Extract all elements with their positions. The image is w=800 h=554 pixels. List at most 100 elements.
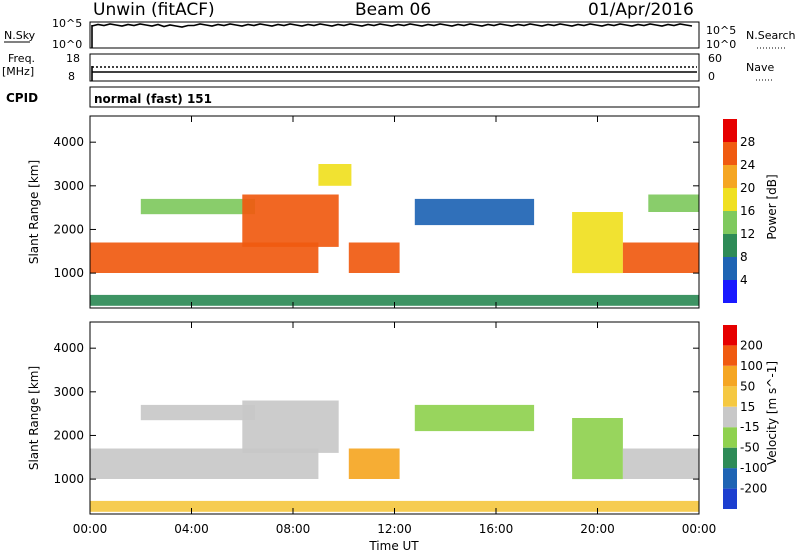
nsky-label: N.Sky bbox=[4, 29, 36, 42]
colorbar-swatch bbox=[723, 447, 737, 469]
freq-label-line2: [MHz] bbox=[2, 65, 34, 78]
scatter-region-1 bbox=[140, 198, 255, 215]
colorbar-swatch bbox=[723, 386, 737, 407]
nsky-line bbox=[91, 23, 693, 48]
date-title: 01/Apr/2016 bbox=[588, 0, 694, 20]
scatter-region-8 bbox=[648, 194, 700, 212]
colorbar-tick-label: 16 bbox=[740, 204, 755, 218]
colorbar-tick-label: 100 bbox=[740, 359, 763, 373]
colorbar-tick-label: -100 bbox=[740, 461, 767, 475]
colorbar-swatch bbox=[723, 427, 737, 448]
colorbar-tick-label: -15 bbox=[740, 420, 760, 434]
station-title: Unwin (fitACF) bbox=[93, 0, 215, 20]
velocity-y-ticks: 1000 2000 3000 4000 bbox=[53, 341, 699, 486]
time-xlabel: Time UT bbox=[368, 539, 419, 553]
colorbar-swatch bbox=[723, 234, 737, 257]
cpid-value: normal (fast) 151 bbox=[94, 92, 212, 106]
scatter-region-6 bbox=[572, 212, 623, 274]
scatter-region-2 bbox=[242, 400, 339, 453]
colorbar-swatch bbox=[723, 165, 737, 188]
colorbar-tick-label: -200 bbox=[740, 482, 767, 496]
scatter-region-6 bbox=[622, 448, 699, 479]
x-tick-label: 16:00 bbox=[479, 522, 514, 536]
freq-panel: Freq. [MHz] 18 8 60 0 Nave bbox=[2, 52, 774, 83]
colorbar-swatch bbox=[723, 188, 737, 211]
x-tick-label: 12:00 bbox=[377, 522, 412, 536]
colorbar-swatch bbox=[723, 365, 737, 387]
colorbar-tick-label: 24 bbox=[740, 158, 755, 172]
y-tick-label: 3000 bbox=[53, 179, 84, 193]
x-tick-label: 20:00 bbox=[580, 522, 615, 536]
colorbar-swatch bbox=[723, 211, 737, 234]
time-x-ticks: 00:00 04:00 08:00 12:00 16:00 20:00 00:00 bbox=[73, 116, 717, 536]
colorbar-swatch bbox=[723, 468, 737, 489]
y-tick-label: 2000 bbox=[53, 428, 84, 442]
colorbar-swatch bbox=[723, 257, 737, 280]
cpid-label: CPID bbox=[6, 91, 38, 105]
scatter-region-7 bbox=[622, 242, 699, 273]
power-ylabel: Slant Range [km] bbox=[27, 160, 41, 264]
velocity-ylabel: Slant Range [km] bbox=[27, 366, 41, 470]
y-tick-label: 3000 bbox=[53, 385, 84, 399]
y-tick-label: 1000 bbox=[53, 266, 84, 280]
scatter-region-5 bbox=[414, 198, 535, 226]
nave-label: Nave bbox=[746, 61, 774, 74]
scatter-region-0 bbox=[90, 448, 319, 479]
velocity-colorbar: 200 100 50 15 -15 -50 -100 -200 bbox=[723, 325, 767, 509]
nave-tick-top: 60 bbox=[708, 52, 722, 65]
nsearch-label: N.Search bbox=[746, 29, 796, 42]
velocity-cbar-label: Velocity [m s^-1] bbox=[765, 361, 779, 465]
power-colorbar: 4 8 12 16 20 24 28 bbox=[723, 119, 755, 303]
nsky-panel: N.Sky 10^5 10^0 10^5 10^0 N.Search bbox=[4, 17, 796, 51]
power-heatmap bbox=[90, 164, 700, 306]
colorbar-tick-label: 4 bbox=[740, 273, 748, 287]
colorbar-swatch bbox=[723, 345, 737, 366]
scatter-region-1 bbox=[140, 404, 255, 421]
colorbar-swatch bbox=[723, 406, 737, 428]
y-tick-label: 4000 bbox=[53, 135, 84, 149]
colorbar-swatch bbox=[723, 280, 737, 303]
power-cbar-label: Power [dB] bbox=[765, 174, 779, 239]
power-panel: 1000 2000 3000 4000 Slant Range [km] 4 8 12 16… bbox=[27, 115, 779, 309]
scatter-region-4 bbox=[348, 242, 400, 273]
velocity-heatmap bbox=[90, 400, 699, 512]
x-tick-label: 00:00 bbox=[73, 522, 108, 536]
beam-title: Beam 06 bbox=[355, 0, 432, 20]
cpid-panel: CPID normal (fast) 151 bbox=[6, 86, 700, 108]
power-y-ticks: 1000 2000 3000 4000 bbox=[53, 135, 699, 280]
nsearch-tick-bottom: 10^0 bbox=[706, 38, 736, 51]
colorbar-swatch bbox=[723, 119, 737, 142]
nave-tick-bottom: 0 bbox=[708, 70, 715, 83]
freq-tick-bottom: 8 bbox=[68, 70, 75, 83]
velocity-panel: 1000 2000 3000 4000 00:00 04:00 08:00 12:00 16:… bbox=[27, 116, 779, 553]
freq-tick-top: 18 bbox=[66, 52, 80, 65]
scatter-region-3 bbox=[318, 164, 352, 186]
scatter-region-0 bbox=[90, 242, 319, 273]
colorbar-swatch bbox=[723, 325, 737, 346]
scatter-region-2 bbox=[242, 194, 339, 247]
y-tick-label: 4000 bbox=[53, 341, 84, 355]
nsearch-tick-top: 10^5 bbox=[706, 24, 736, 37]
scatter-region-4 bbox=[414, 404, 535, 432]
colorbar-swatch bbox=[723, 488, 737, 509]
scatter-region-9 bbox=[90, 294, 699, 306]
y-tick-label: 2000 bbox=[53, 222, 84, 236]
colorbar-tick-label: -50 bbox=[740, 441, 760, 455]
colorbar-tick-label: 50 bbox=[740, 379, 755, 393]
nsky-tick-top: 10^5 bbox=[52, 17, 82, 30]
x-tick-label: 00:00 bbox=[682, 522, 717, 536]
colorbar-tick-label: 8 bbox=[740, 250, 748, 264]
colorbar-tick-label: 200 bbox=[740, 338, 763, 352]
nsky-tick-bottom: 10^0 bbox=[52, 38, 82, 51]
colorbar-tick-label: 20 bbox=[740, 181, 755, 195]
colorbar-tick-label: 15 bbox=[740, 400, 755, 414]
scatter-region-7 bbox=[90, 500, 699, 512]
colorbar-swatch bbox=[723, 142, 737, 165]
x-tick-label: 08:00 bbox=[276, 522, 311, 536]
x-tick-label: 04:00 bbox=[174, 522, 209, 536]
freq-label-line1: Freq. bbox=[8, 52, 35, 65]
scatter-region-5 bbox=[572, 418, 623, 480]
colorbar-tick-label: 12 bbox=[740, 227, 755, 241]
y-tick-label: 1000 bbox=[53, 472, 84, 486]
